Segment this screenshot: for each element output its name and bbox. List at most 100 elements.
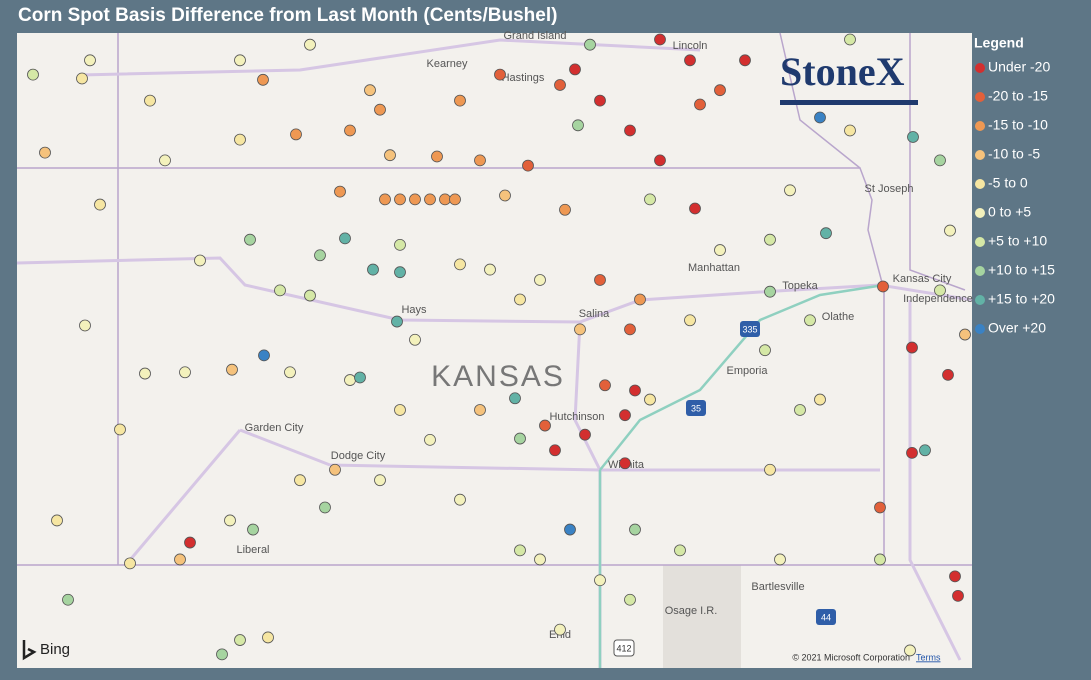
station	[27, 68, 39, 81]
reservation	[663, 565, 741, 668]
station	[874, 501, 886, 514]
station	[509, 392, 521, 405]
station	[654, 33, 666, 46]
station	[794, 404, 806, 416]
station	[114, 423, 126, 436]
shield-label: 335	[742, 324, 757, 334]
station	[759, 344, 771, 357]
provider-icon	[22, 640, 37, 661]
station	[216, 648, 228, 661]
station	[84, 54, 96, 67]
station	[629, 384, 641, 397]
place-label: Kansas City	[893, 273, 952, 285]
station	[374, 474, 386, 487]
station	[329, 463, 341, 476]
legend-swatch	[975, 179, 985, 189]
legend-label: -20 to -15	[988, 88, 1048, 104]
station	[364, 84, 376, 97]
legend-swatch	[975, 121, 985, 131]
station	[76, 72, 88, 85]
station	[820, 227, 832, 240]
state-borders	[779, 32, 966, 291]
station	[94, 198, 106, 211]
station	[394, 193, 406, 206]
place-label: Salina	[579, 308, 610, 320]
station	[934, 154, 946, 167]
station	[294, 474, 306, 487]
place-label: Kearney	[427, 58, 468, 70]
station	[174, 553, 186, 566]
station	[874, 553, 886, 566]
place-label: Bartlesville	[751, 581, 804, 593]
station	[959, 328, 971, 341]
station	[694, 98, 706, 111]
station	[224, 514, 236, 527]
terms-link[interactable]: Terms	[916, 652, 941, 662]
station	[584, 38, 596, 51]
map: Grand Island Kearney Hastings Lincoln St…	[16, 30, 973, 668]
station	[454, 493, 466, 506]
station	[62, 593, 74, 606]
logo-bar	[780, 100, 918, 105]
provider: Bing	[40, 641, 70, 658]
station	[919, 444, 931, 457]
legend-swatch	[975, 237, 985, 247]
legend-label: +5 to +10	[988, 233, 1047, 249]
station	[569, 63, 581, 76]
station	[179, 366, 191, 379]
station	[344, 374, 356, 386]
place-label: Topeka	[782, 280, 818, 292]
station	[784, 184, 796, 197]
stations	[27, 33, 971, 661]
station	[409, 333, 421, 346]
station	[904, 644, 916, 657]
station	[554, 623, 566, 636]
shield	[613, 639, 635, 657]
station	[454, 94, 466, 107]
legend-label: Over +20	[988, 320, 1046, 336]
legend-swatch	[975, 324, 985, 334]
station	[844, 124, 856, 137]
legend-swatch	[975, 63, 985, 73]
logo: StoneX	[780, 49, 905, 94]
station	[79, 319, 91, 332]
place-label: Lincoln	[673, 40, 708, 52]
station	[844, 33, 856, 46]
station	[234, 133, 246, 146]
place-label: Dodge City	[331, 450, 386, 462]
station	[906, 446, 918, 459]
station	[714, 84, 726, 97]
map-base	[17, 33, 972, 668]
shield	[740, 321, 760, 337]
interstate	[598, 283, 885, 668]
station	[474, 154, 486, 167]
station	[139, 367, 151, 380]
station	[877, 280, 889, 293]
station	[344, 124, 356, 137]
place-label: Osage I.R.	[665, 605, 718, 617]
station	[262, 631, 274, 644]
legend-label: -15 to -10	[988, 117, 1048, 133]
station	[394, 238, 406, 251]
station	[379, 193, 391, 206]
station	[474, 404, 486, 416]
legend: Under -20 -20 to -15 -15 to -10 -10 to -5 -5…	[975, 59, 1055, 336]
station	[499, 189, 511, 202]
legend-swatch	[975, 295, 985, 305]
station	[184, 536, 196, 549]
shield-label: 44	[821, 612, 831, 622]
station	[814, 393, 826, 406]
station	[534, 553, 546, 566]
station	[534, 274, 546, 286]
station	[514, 432, 526, 445]
station	[949, 570, 961, 583]
station	[594, 94, 606, 107]
station	[374, 103, 386, 116]
station	[934, 284, 946, 297]
station	[684, 54, 696, 67]
place-label: Hays	[401, 304, 427, 316]
station	[594, 274, 606, 286]
station	[234, 634, 246, 646]
station	[334, 185, 346, 198]
